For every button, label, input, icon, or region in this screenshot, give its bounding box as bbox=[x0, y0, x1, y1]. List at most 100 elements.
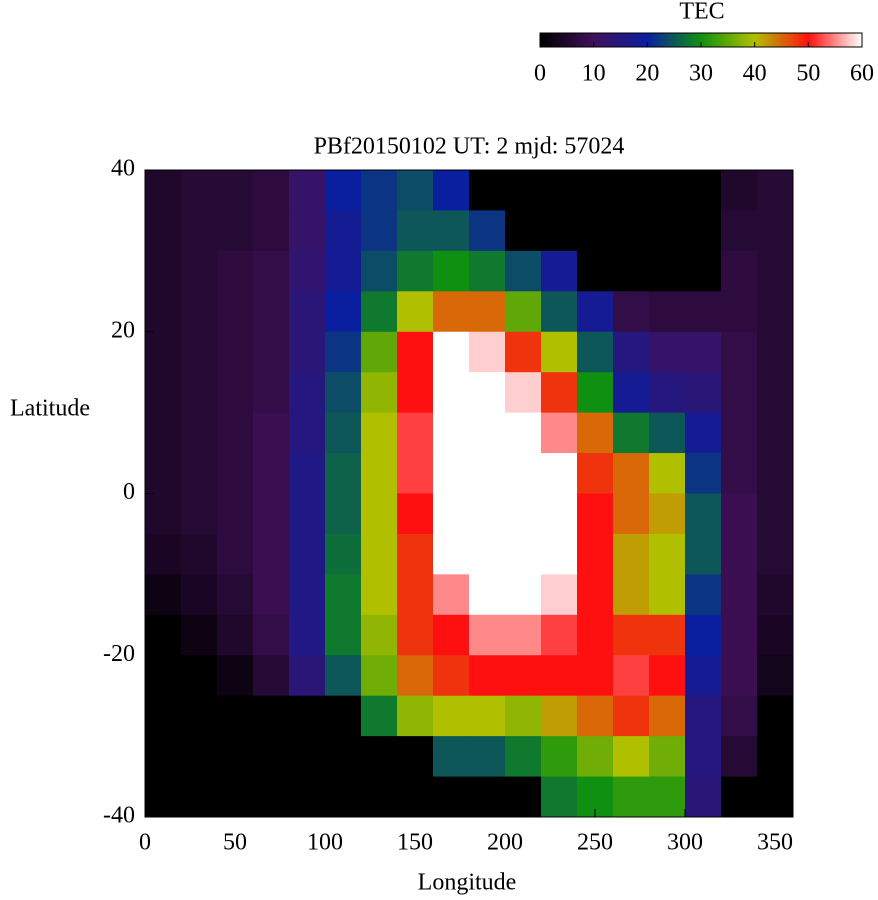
heat-cell bbox=[469, 736, 506, 778]
heat-cell bbox=[397, 291, 434, 333]
heat-cell bbox=[217, 695, 254, 737]
heat-cell bbox=[433, 776, 470, 818]
heat-cell bbox=[577, 574, 614, 616]
heat-cell bbox=[721, 493, 758, 535]
heat-cell bbox=[721, 574, 758, 616]
heat-cell bbox=[253, 210, 290, 252]
heat-cell bbox=[145, 574, 182, 616]
heat-cell bbox=[613, 372, 650, 414]
heat-cell bbox=[757, 250, 794, 292]
heat-cell bbox=[649, 453, 686, 494]
heat-cell bbox=[397, 331, 434, 373]
chart-title: PBf20150102 UT: 2 mjd: 57024 bbox=[314, 134, 625, 160]
heat-cell bbox=[721, 372, 758, 414]
heat-cell bbox=[721, 210, 758, 252]
heat-cell bbox=[181, 736, 218, 778]
heat-cell bbox=[649, 170, 686, 211]
heat-cell bbox=[361, 372, 398, 414]
heat-cell bbox=[145, 736, 182, 778]
heat-cell bbox=[505, 736, 542, 778]
heat-cell bbox=[217, 412, 254, 454]
heat-cell bbox=[397, 614, 434, 656]
x-tick-label: 0 bbox=[139, 830, 151, 856]
heat-cell bbox=[649, 331, 686, 373]
heat-cell bbox=[145, 453, 182, 494]
heat-cell bbox=[325, 250, 362, 292]
heat-cell bbox=[397, 493, 434, 535]
y-tick-label: 40 bbox=[111, 156, 135, 182]
heat-cell bbox=[541, 776, 578, 818]
heat-cell bbox=[469, 574, 506, 616]
heat-cell bbox=[433, 736, 470, 778]
heat-cell bbox=[757, 331, 794, 373]
colorbar-tick-label: 60 bbox=[850, 61, 874, 87]
heat-cell bbox=[181, 614, 218, 656]
heat-cell bbox=[145, 614, 182, 656]
heat-cell bbox=[757, 493, 794, 535]
heat-cell bbox=[685, 776, 722, 818]
heat-cell bbox=[397, 533, 434, 575]
heat-cell bbox=[649, 291, 686, 333]
heat-cell bbox=[757, 574, 794, 616]
heat-cell bbox=[505, 493, 542, 535]
heat-cell bbox=[433, 291, 470, 333]
heat-cell bbox=[469, 250, 506, 292]
heat-cell bbox=[721, 695, 758, 737]
heat-cell bbox=[577, 695, 614, 737]
heat-cell bbox=[325, 614, 362, 656]
heat-cell bbox=[685, 614, 722, 656]
heat-cell bbox=[181, 655, 218, 697]
y-tick-label: 20 bbox=[111, 317, 135, 343]
heat-cell bbox=[613, 736, 650, 778]
x-tick-label: 50 bbox=[223, 830, 247, 856]
heat-cell bbox=[181, 453, 218, 494]
heat-cell bbox=[541, 533, 578, 575]
heat-cell bbox=[325, 574, 362, 616]
heat-cell bbox=[397, 412, 434, 454]
heat-cell bbox=[757, 736, 794, 778]
heat-cell bbox=[721, 655, 758, 697]
heat-cell bbox=[541, 210, 578, 252]
heat-cell bbox=[649, 210, 686, 252]
heat-cell bbox=[649, 736, 686, 778]
heat-cell bbox=[289, 736, 326, 778]
heat-cell bbox=[541, 453, 578, 494]
heat-cell bbox=[757, 372, 794, 414]
heat-cell bbox=[649, 776, 686, 818]
heat-cell bbox=[433, 372, 470, 414]
heat-cell bbox=[505, 291, 542, 333]
heat-cell bbox=[181, 533, 218, 575]
heat-cell bbox=[541, 655, 578, 697]
heat-cell bbox=[541, 574, 578, 616]
heat-cell bbox=[721, 250, 758, 292]
heat-cell bbox=[289, 291, 326, 333]
heat-cell bbox=[361, 736, 398, 778]
heat-cell bbox=[397, 170, 434, 211]
heat-cell bbox=[685, 372, 722, 414]
heat-cell bbox=[289, 412, 326, 454]
heat-cell bbox=[433, 331, 470, 373]
heat-cell bbox=[361, 291, 398, 333]
heat-cell bbox=[541, 170, 578, 211]
heat-cell bbox=[721, 776, 758, 818]
y-tick-label: -20 bbox=[103, 641, 135, 667]
heat-cell bbox=[145, 372, 182, 414]
heat-cell bbox=[361, 210, 398, 252]
heat-cell bbox=[325, 412, 362, 454]
heat-cell bbox=[505, 250, 542, 292]
heat-cell bbox=[217, 210, 254, 252]
heat-cell bbox=[289, 695, 326, 737]
heat-cell bbox=[613, 170, 650, 211]
heat-cell bbox=[289, 614, 326, 656]
heat-cell bbox=[181, 331, 218, 373]
heat-cell bbox=[433, 655, 470, 697]
heat-cell bbox=[145, 210, 182, 252]
heat-cell bbox=[613, 493, 650, 535]
heat-cell bbox=[433, 210, 470, 252]
heat-cell bbox=[577, 372, 614, 414]
heat-cell bbox=[217, 453, 254, 494]
colorbar-tick-label: 0 bbox=[534, 61, 546, 87]
heat-cell bbox=[397, 453, 434, 494]
heat-cell bbox=[505, 372, 542, 414]
y-tick-label: -40 bbox=[103, 803, 135, 829]
